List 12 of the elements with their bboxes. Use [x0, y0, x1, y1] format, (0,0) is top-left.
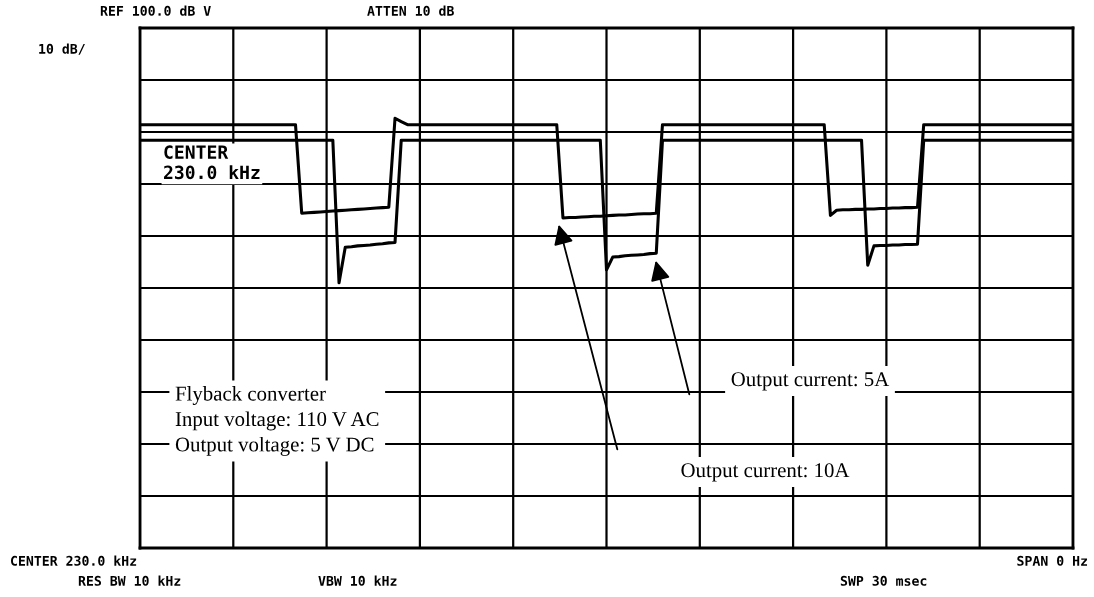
text: RES BW 10 kHz	[78, 575, 181, 586]
annotation: Output current: 5A	[731, 372, 890, 391]
text: SWP 30 msec	[840, 575, 927, 586]
text: CENTER 230.0 kHz	[10, 555, 137, 566]
text: REF 100.0 dB V	[100, 5, 211, 16]
annotation: Output current: 10A	[681, 463, 850, 482]
text: 10 dB/	[39, 43, 85, 55]
text: SPAN 0 Hz	[1017, 555, 1088, 566]
text: VBW 10 kHz	[318, 575, 397, 586]
annotation: Flyback converter Input voltage: 110 V AC Output voltage: 5 V DC	[175, 386, 379, 456]
text: ATTEN 10 dB	[367, 5, 454, 16]
annotation: CENTER 230.0 kHz	[164, 145, 260, 180]
